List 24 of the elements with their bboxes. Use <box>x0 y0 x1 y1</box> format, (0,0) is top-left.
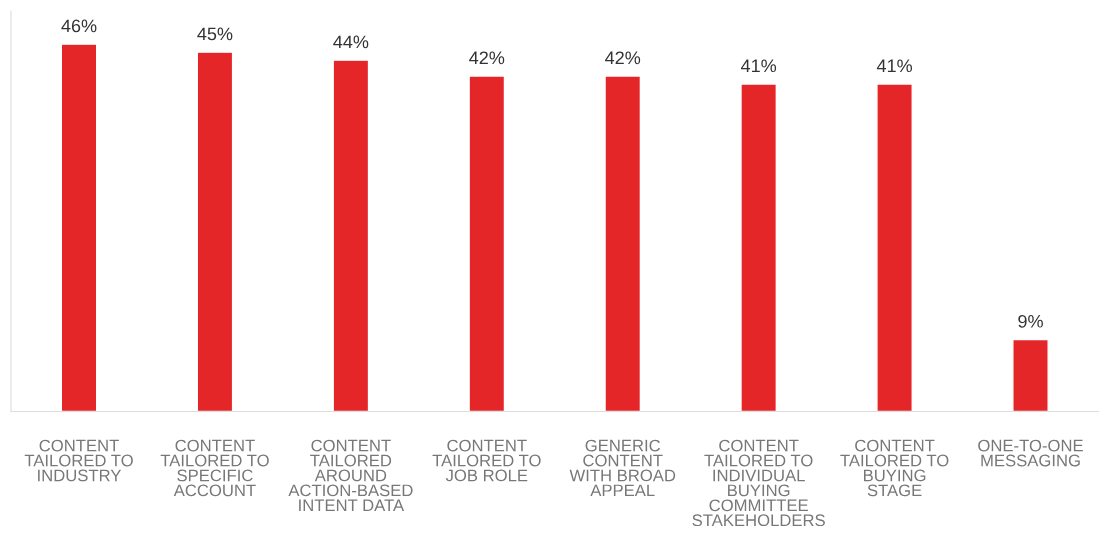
x-tick-label: CONTENT TAILORED TO INDUSTRY <box>24 439 133 482</box>
bar <box>740 83 778 412</box>
x-tick-label: CONTENT TAILORED TO JOB ROLE <box>432 439 541 482</box>
x-tick-label: CONTENT TAILORED TO BUYING STAGE <box>840 439 949 497</box>
data-label: 42% <box>469 51 505 65</box>
bar <box>1012 338 1049 412</box>
data-label: 46% <box>61 19 97 33</box>
x-tick-label: CONTENT TAILORED AROUND ACTION-BASED INTENT DATA <box>288 439 413 512</box>
bar <box>332 59 370 412</box>
bar <box>196 51 234 412</box>
bar <box>468 75 506 412</box>
bar <box>604 75 642 412</box>
x-tick-label: ONE-TO-ONE MESSAGING <box>978 439 1083 467</box>
data-label: 41% <box>741 59 777 73</box>
x-tick-label: CONTENT TAILORED TO INDIVIDUAL BUYING COMMITTEE STAKEHOLDERS <box>692 439 825 527</box>
data-label: 45% <box>197 27 233 41</box>
data-label: 41% <box>876 59 913 73</box>
x-tick-label: GENERIC CONTENT WITH BROAD APPEAL <box>569 439 676 497</box>
bar <box>60 43 98 412</box>
x-tick-label: CONTENT TAILORED TO SPECIFIC ACCOUNT <box>160 439 269 497</box>
data-label: 9% <box>1018 314 1043 328</box>
data-label: 44% <box>333 35 369 49</box>
bar <box>876 83 913 412</box>
data-label: 42% <box>605 51 641 65</box>
